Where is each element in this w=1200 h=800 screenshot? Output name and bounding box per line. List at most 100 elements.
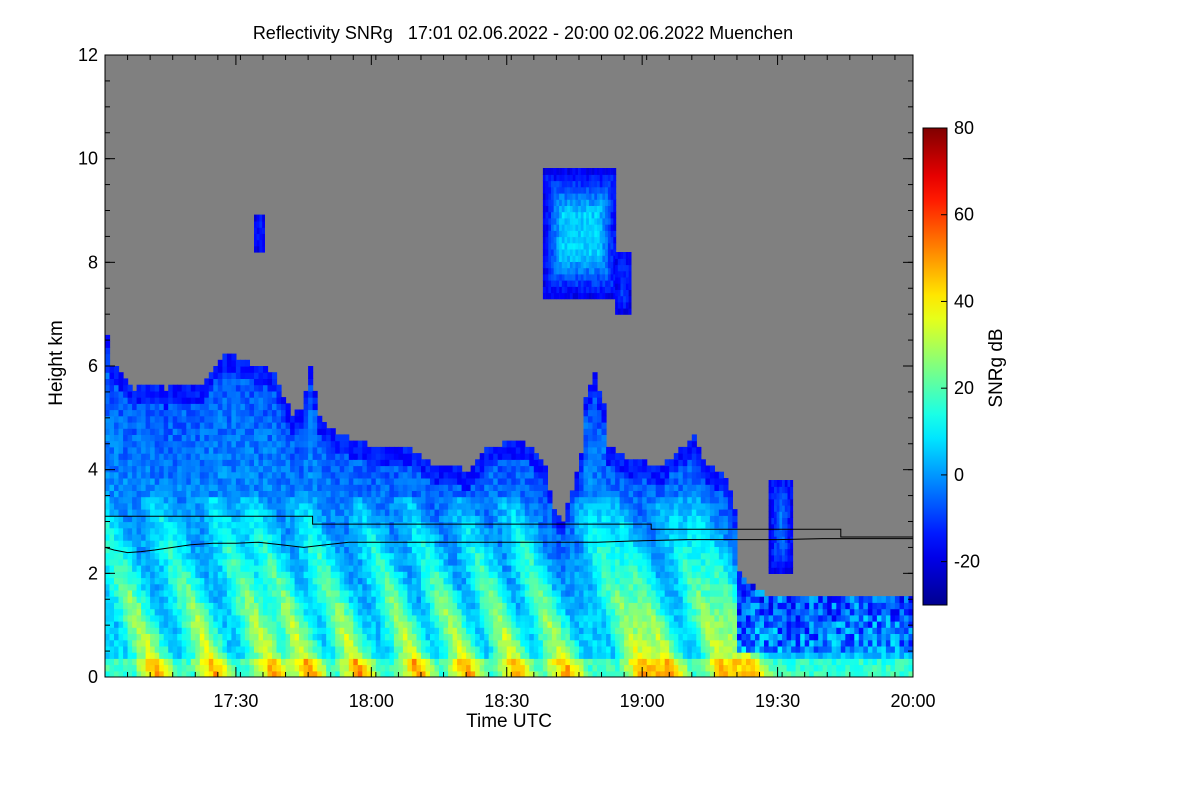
- reflectivity-cell: [263, 471, 269, 479]
- reflectivity-cell: [285, 403, 291, 411]
- reflectivity-cell: [136, 533, 142, 541]
- reflectivity-cell: [330, 533, 336, 541]
- reflectivity-cell: [407, 633, 413, 641]
- reflectivity-cell: [371, 627, 377, 634]
- reflectivity-cell: [105, 353, 111, 361]
- reflectivity-cell: [177, 409, 183, 417]
- reflectivity-cell: [168, 403, 174, 411]
- reflectivity-cell: [285, 645, 291, 653]
- reflectivity-cell: [619, 515, 625, 523]
- reflectivity-cell: [556, 633, 562, 641]
- reflectivity-cell: [547, 502, 553, 510]
- reflectivity-cell: [276, 453, 282, 460]
- reflectivity-cell: [448, 583, 454, 591]
- reflectivity-cell: [425, 627, 431, 634]
- reflectivity-cell: [141, 583, 147, 591]
- reflectivity-cell: [579, 453, 585, 460]
- reflectivity-cell: [434, 540, 440, 547]
- reflectivity-cell: [606, 527, 612, 535]
- reflectivity-cell: [272, 658, 278, 666]
- reflectivity-cell: [384, 614, 390, 622]
- reflectivity-cell: [452, 527, 458, 535]
- reflectivity-cell: [434, 645, 440, 653]
- reflectivity-cell: [411, 596, 417, 603]
- reflectivity-cell: [312, 471, 318, 479]
- reflectivity-cell: [285, 533, 291, 541]
- reflectivity-cell: [375, 571, 381, 579]
- reflectivity-cell: [272, 403, 278, 411]
- reflectivity-cell: [511, 540, 517, 547]
- reflectivity-cell: [402, 496, 408, 504]
- reflectivity-cell: [321, 540, 327, 547]
- reflectivity-cell: [615, 509, 621, 516]
- reflectivity-cell: [615, 602, 621, 610]
- reflectivity-cell: [407, 533, 413, 541]
- reflectivity-cell: [529, 446, 535, 454]
- reflectivity-cell: [244, 409, 250, 417]
- reflectivity-cell: [217, 546, 223, 554]
- reflectivity-cell: [330, 658, 336, 666]
- reflectivity-cell: [118, 670, 124, 677]
- reflectivity-cell: [569, 596, 575, 603]
- reflectivity-cell: [520, 509, 526, 516]
- reflectivity-cell: [217, 621, 223, 628]
- reflectivity-cell: [389, 596, 395, 603]
- reflectivity-cell: [312, 621, 318, 628]
- reflectivity-cell: [154, 397, 160, 404]
- reflectivity-cell: [574, 583, 580, 591]
- reflectivity-cell: [186, 664, 192, 672]
- reflectivity-cell: [628, 658, 634, 666]
- reflectivity-cell: [150, 670, 156, 677]
- reflectivity-cell: [348, 658, 354, 666]
- reflectivity-cell: [592, 459, 598, 467]
- reflectivity-cell: [407, 453, 413, 460]
- reflectivity-cell: [118, 565, 124, 572]
- reflectivity-cell: [254, 652, 260, 659]
- reflectivity-cell: [127, 633, 133, 641]
- reflectivity-cell: [583, 434, 589, 442]
- reflectivity-cell: [141, 652, 147, 659]
- reflectivity-cell: [398, 633, 404, 641]
- reflectivity-cell: [199, 583, 205, 591]
- reflectivity-cell: [624, 583, 630, 591]
- reflectivity-cell: [430, 471, 436, 479]
- reflectivity-cell: [190, 670, 196, 677]
- reflectivity-cell: [439, 577, 445, 585]
- reflectivity-cell: [195, 428, 201, 435]
- reflectivity-cell: [628, 527, 634, 535]
- reflectivity-cell: [132, 509, 138, 516]
- reflectivity-cell: [624, 633, 630, 641]
- reflectivity-cell: [439, 471, 445, 479]
- reflectivity-cell: [321, 627, 327, 634]
- reflectivity-cell: [118, 446, 124, 454]
- reflectivity-cell: [109, 397, 115, 404]
- reflectivity-cell: [190, 403, 196, 411]
- reflectivity-cell: [506, 571, 512, 579]
- reflectivity-cell: [619, 577, 625, 585]
- reflectivity-cell: [181, 490, 187, 498]
- reflectivity-cell: [321, 446, 327, 454]
- reflectivity-cell: [226, 583, 232, 591]
- reflectivity-cell: [375, 509, 381, 516]
- reflectivity-cell: [114, 565, 120, 572]
- reflectivity-cell: [651, 558, 657, 566]
- reflectivity-cell: [150, 583, 156, 591]
- reflectivity-cell: [569, 621, 575, 628]
- reflectivity-cell: [646, 465, 652, 473]
- reflectivity-cell: [118, 596, 124, 603]
- reflectivity-cell: [646, 627, 652, 634]
- reflectivity-cell: [434, 478, 440, 485]
- reflectivity-cell: [303, 552, 309, 560]
- reflectivity-cell: [172, 446, 178, 454]
- reflectivity-cell: [439, 645, 445, 653]
- reflectivity-cell: [430, 633, 436, 641]
- reflectivity-cell: [249, 627, 255, 634]
- reflectivity-cell: [588, 434, 594, 442]
- reflectivity-cell: [384, 484, 390, 491]
- reflectivity-cell: [294, 658, 300, 666]
- reflectivity-cell: [159, 670, 165, 677]
- reflectivity-cell: [254, 515, 260, 523]
- reflectivity-cell: [231, 645, 237, 653]
- reflectivity-cell: [497, 558, 503, 566]
- reflectivity-cell: [114, 397, 120, 404]
